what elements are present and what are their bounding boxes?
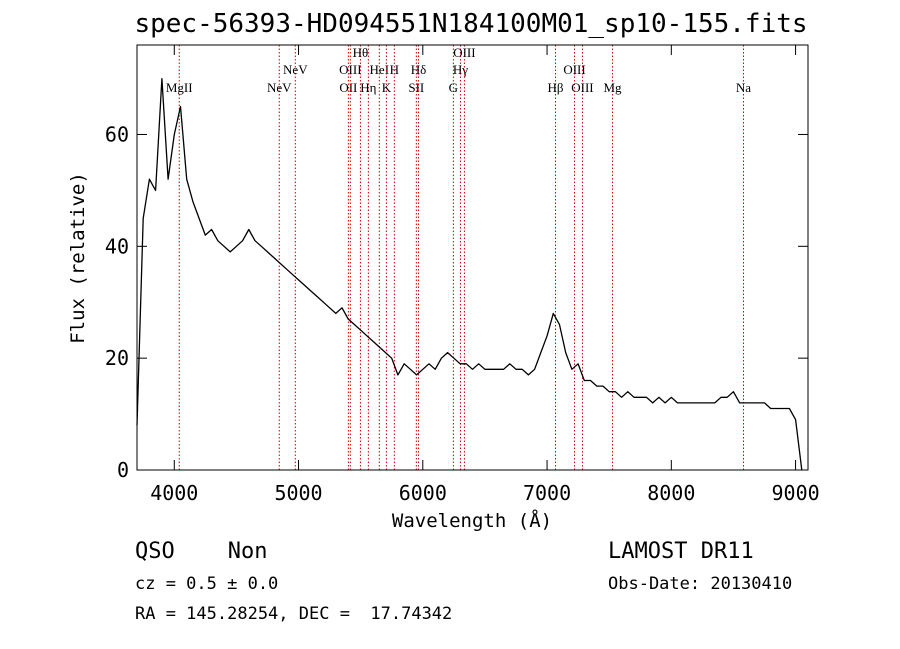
spectral-line-label: SII — [408, 80, 424, 95]
x-tick-label: 7000 — [523, 481, 571, 505]
y-tick-label: 60 — [105, 122, 129, 146]
spectral-line-label: OIII — [339, 62, 361, 77]
y-tick-label: 0 — [117, 458, 129, 482]
spectral-line-label: NeV — [283, 62, 308, 77]
spectral-line-label: Na — [736, 80, 751, 95]
release: LAMOST DR11 — [608, 539, 754, 564]
x-tick-label: 6000 — [399, 481, 447, 505]
y-tick-label: 20 — [105, 346, 129, 370]
chart-title: spec-56393-HD094551N184100M01_sp10-155.f… — [134, 9, 807, 39]
coordinates: RA = 145.28254, DEC = 17.74342 — [135, 604, 452, 624]
x-tick-label: 9000 — [771, 481, 819, 505]
x-axis-label: Wavelength (Å) — [392, 509, 552, 532]
object-class: QSO Non — [135, 539, 267, 564]
spectral-line-label: Hη — [360, 80, 376, 95]
x-tick-label: 5000 — [274, 481, 322, 505]
plot-frame — [136, 44, 809, 471]
spectral-line-label: OIII — [571, 80, 593, 95]
spectral-line-label: Hθ — [353, 45, 369, 60]
x-tick-label: 4000 — [150, 481, 198, 505]
spectral-line-label: Hδ — [411, 62, 427, 77]
y-axis-label: Flux (relative) — [67, 172, 89, 344]
spectral-line-label: H — [390, 62, 399, 77]
spectral-line-label: OII — [339, 80, 357, 95]
spectral-line-label: Mg — [604, 80, 623, 95]
x-tick-label: 8000 — [647, 481, 695, 505]
obs-date: Obs-Date: 20130410 — [608, 574, 792, 594]
spectral-line-label: OIII — [563, 62, 585, 77]
spectral-line-label: Hβ — [547, 80, 563, 95]
spectral-line-label: Hγ — [453, 62, 468, 77]
redshift: cz = 0.5 ± 0.0 — [135, 574, 278, 594]
spectral-line-label: G — [449, 80, 458, 95]
spectral-line-label: NeV — [267, 80, 292, 95]
spectral-line-label: MgII — [166, 80, 193, 95]
y-tick-label: 40 — [105, 234, 129, 258]
spectral-line-label: K — [382, 80, 392, 95]
spectral-line-label: OIII — [453, 45, 475, 60]
spectral-line-label: HeI — [370, 62, 390, 77]
spectrum-line — [136, 77, 803, 471]
